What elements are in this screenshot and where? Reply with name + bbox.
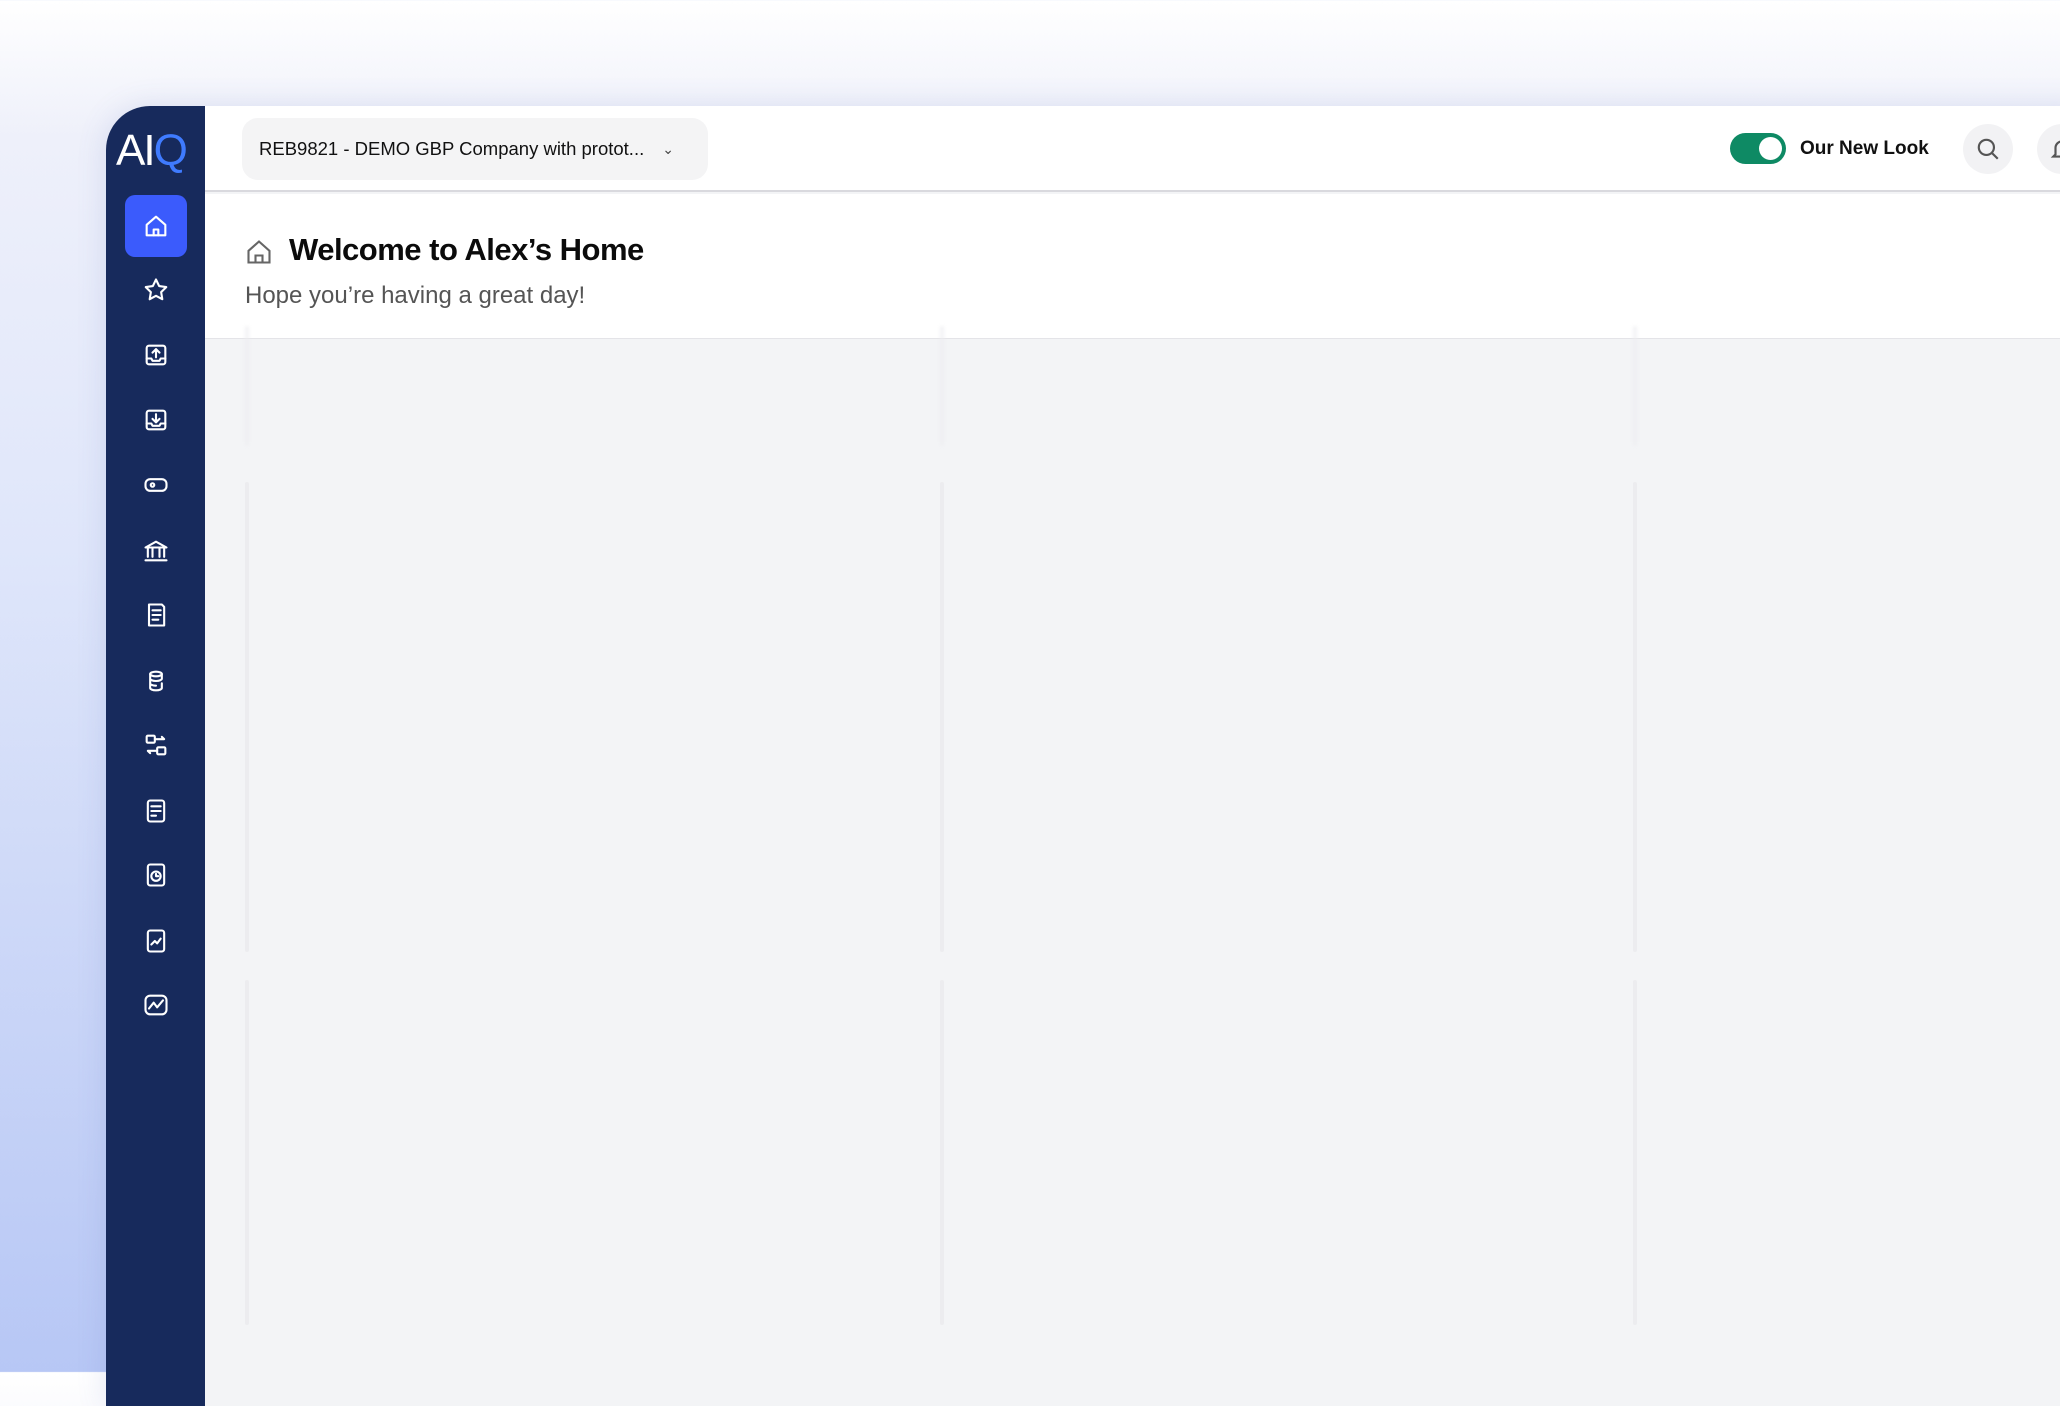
logo[interactable]: AIQ <box>116 126 188 176</box>
sidebar-item-bank[interactable] <box>125 520 187 582</box>
customers-chart-card: Top 5 Customers over Credit Limit Credit … <box>940 482 944 952</box>
new-look-label: Our New Look <box>1800 137 1929 159</box>
report-icon <box>146 799 166 823</box>
faded-chart <box>247 328 249 446</box>
top-bar: REB9821 - DEMO GBP Company with protot..… <box>205 106 2060 192</box>
sidebar-item-chart-doc[interactable] <box>125 910 187 972</box>
sidebar-item-home[interactable] <box>125 195 187 257</box>
sidebar-item-coins[interactable] <box>125 650 187 712</box>
notifications-button[interactable] <box>2037 124 2060 174</box>
agent-card: Approval Reminders Agent4Sent3ActionedSu… <box>1633 980 1637 1325</box>
new-look-toggle-group: Our New Look <box>1730 133 1929 164</box>
sidebar-item-download-tray[interactable] <box>125 389 187 451</box>
faded-chart-card <box>1633 326 1637 446</box>
suppliers-chart: Top 5 Suppliers Over Credit Limit Credit … <box>247 484 249 952</box>
new-look-toggle[interactable] <box>1730 133 1786 164</box>
sidebar-item-ledger[interactable] <box>125 584 187 646</box>
tag-icon <box>144 478 168 492</box>
upload-tray-icon <box>145 344 167 366</box>
sidebar-item-report[interactable] <box>125 780 187 842</box>
company-selector[interactable]: REB9821 - DEMO GBP Company with protot..… <box>242 118 708 180</box>
stat-label: Sent <box>1633 1120 1637 1144</box>
agent-card: Allocations Agent11Allocations performed… <box>940 980 944 1325</box>
page-title: Welcome to Alex’s Home <box>289 232 644 267</box>
home-icon <box>145 215 167 237</box>
transfer-icon <box>145 734 167 756</box>
chart-doc-icon <box>146 929 166 953</box>
customers-chart: Top 5 Customers over Credit Limit Credit … <box>942 484 944 952</box>
suppliers-chart-card: Top 5 Suppliers Over Credit Limit Credit … <box>245 482 249 952</box>
sidebar: AIQ <box>106 106 205 1406</box>
page-header: Welcome to Alex’s Home Hope you’re havin… <box>205 194 2060 339</box>
sidebar-item-transfer[interactable] <box>125 714 187 776</box>
home-icon <box>247 240 271 264</box>
logo-text: AI <box>116 126 156 175</box>
company-name: REB9821 - DEMO GBP Company with protot..… <box>259 138 645 159</box>
sidebar-item-upload-tray[interactable] <box>125 324 187 386</box>
faded-chart <box>942 328 944 446</box>
download-tray-icon <box>145 409 167 431</box>
search-button[interactable] <box>1963 124 2013 174</box>
sidebar-item-analytics[interactable] <box>125 974 187 1036</box>
page-subtitle: Hope you’re having a great day! <box>245 282 586 309</box>
logo-text-accent: Q <box>153 126 188 175</box>
agent-card: Fixed Asset Creation Agent7Created today… <box>245 980 249 1325</box>
coins-icon <box>149 670 163 692</box>
faded-chart-card <box>940 326 944 446</box>
products-chart-card: Top 10 Products/Product Groups 0 500K 1M Ite… <box>1633 482 1637 952</box>
search-icon <box>1977 138 1999 160</box>
sidebar-item-tag[interactable] <box>125 454 187 516</box>
ledger-icon <box>147 603 166 627</box>
sidebar-item-star[interactable] <box>125 259 187 321</box>
sidebar-item-clock-doc[interactable] <box>125 844 187 906</box>
chevron-down-icon: ⌄ <box>662 140 674 157</box>
bell-icon <box>2050 140 2060 158</box>
agent-stat: 4Sent <box>1633 1048 1637 1144</box>
bank-icon <box>144 540 168 562</box>
faded-chart-card <box>245 326 249 446</box>
faded-chart <box>1635 328 1637 446</box>
analytics-icon <box>144 994 168 1016</box>
star-icon <box>144 278 168 301</box>
app-window: AIQ REB9821 - DEMO GBP Company with prot… <box>106 106 2060 1406</box>
clock-doc-icon <box>146 863 166 887</box>
